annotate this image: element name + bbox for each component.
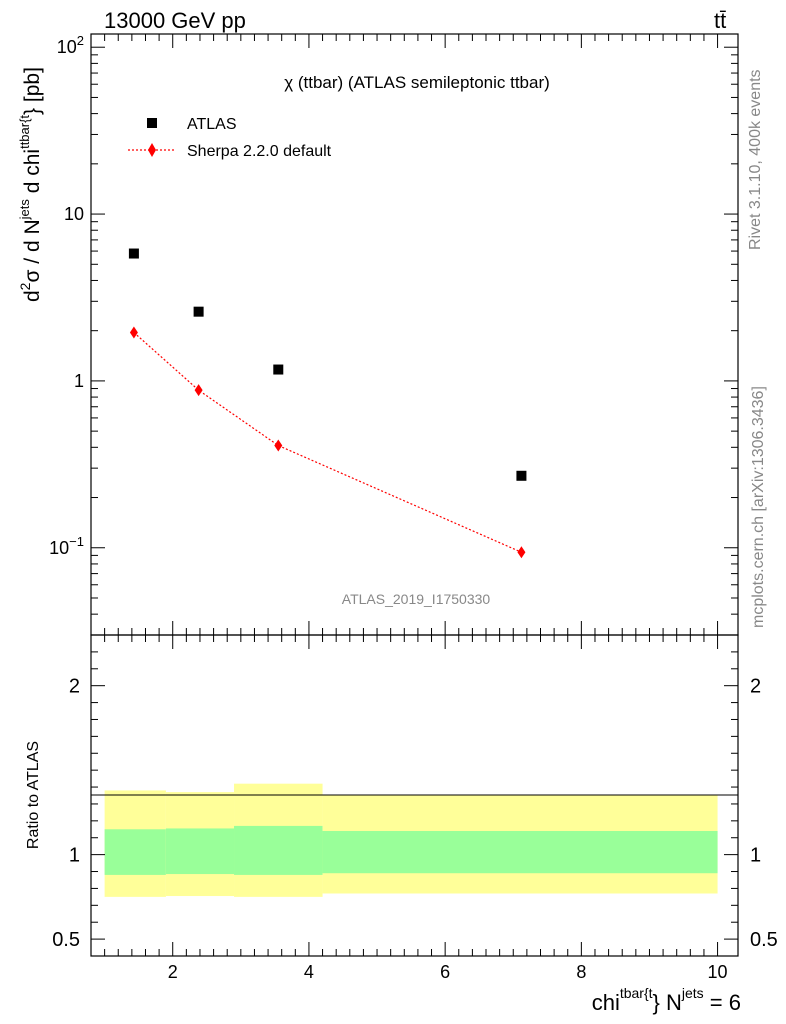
ylabel-part: d bbox=[21, 290, 44, 302]
xlabel-sup: tbar{t bbox=[620, 985, 653, 1001]
inner-band-3 bbox=[322, 830, 718, 874]
sherpa-point bbox=[129, 326, 138, 339]
legend-atlas-label: ATLAS bbox=[187, 116, 237, 133]
legend-sherpa-label: Sherpa 2.2.0 default bbox=[187, 143, 332, 160]
ylabel-sup: 2 bbox=[17, 282, 33, 290]
ylabel-part: } [pb] bbox=[21, 67, 44, 115]
ylabel-sup: jets bbox=[17, 199, 32, 221]
ylabel-part: σ / d N bbox=[21, 219, 44, 282]
rivet-info: Rivet 3.1.10, 400k events bbox=[747, 69, 764, 250]
sherpa-point bbox=[517, 546, 526, 559]
main-y-axis-title: d2σ / d Njets d chittbar{t} [pb] bbox=[17, 67, 44, 302]
xlabel-sup: jets bbox=[681, 985, 704, 1001]
legend-atlas-marker bbox=[147, 118, 157, 128]
atlas-point bbox=[128, 248, 139, 259]
legend-sherpa-marker bbox=[148, 143, 156, 157]
ratio-axis-ticks bbox=[91, 634, 738, 957]
ratio-y-tick-label-right: 0.5 bbox=[750, 929, 778, 951]
ratio-uncertainty-bands bbox=[104, 783, 718, 897]
y-tick-label: 1 bbox=[74, 371, 84, 391]
main-y-tick-labels: 10−1 1 10 102 bbox=[49, 33, 84, 558]
sherpa-point bbox=[194, 384, 203, 397]
x-tick-label: 10 bbox=[708, 962, 728, 982]
legend: ATLAS Sherpa 2.2.0 default bbox=[128, 116, 332, 160]
ratio-plot-panel: 0.5 0.5 1 1 2 2 2 4 6 8 10 Ratio to ATLAS chitbar… bbox=[25, 634, 778, 1015]
y-tick-label: 10−1 bbox=[49, 534, 84, 558]
source-info: mcplots.cern.ch [arXiv:1306.3436] bbox=[750, 386, 767, 628]
ratio-y-tick-labels: 0.5 0.5 1 1 2 2 bbox=[52, 676, 778, 951]
y-tick-label: 102 bbox=[57, 33, 84, 57]
ylabel-sup: ttbar{t bbox=[17, 115, 32, 149]
atlas-point bbox=[193, 306, 204, 317]
x-tick-label: 8 bbox=[576, 962, 586, 982]
x-axis-title: chitbar{t} Njets = 6 bbox=[592, 985, 741, 1015]
atlas-point bbox=[273, 364, 284, 375]
atlas-point bbox=[516, 470, 527, 481]
sherpa-point bbox=[274, 439, 283, 452]
chart-title: χ (ttbar) (ATLAS semileptonic ttbar) bbox=[284, 73, 550, 92]
ylabel-part: d chi bbox=[21, 149, 44, 199]
process-label: tt̄ bbox=[714, 8, 726, 33]
ratio-y-axis-title: Ratio to ATLAS bbox=[25, 741, 42, 849]
ratio-y-tick-label-left: 0.5 bbox=[52, 929, 80, 951]
ratio-y-tick-label-right: 1 bbox=[750, 845, 761, 867]
energy-label: 13000 GeV pp bbox=[104, 8, 246, 33]
inner-band-0 bbox=[104, 829, 166, 875]
xlabel-part: = 6 bbox=[704, 990, 741, 1015]
x-tick-labels: 2 4 6 8 10 bbox=[168, 962, 728, 982]
y-tick-label: 10 bbox=[64, 204, 84, 224]
inner-band-1 bbox=[165, 828, 235, 875]
main-axis-ticks bbox=[91, 34, 738, 636]
analysis-watermark: ATLAS_2019_I1750330 bbox=[342, 591, 491, 607]
xlabel-part: chi bbox=[592, 990, 620, 1015]
inner-band-2 bbox=[234, 825, 323, 875]
sherpa-line bbox=[133, 332, 522, 553]
ratio-y-tick-label-left: 1 bbox=[69, 845, 80, 867]
x-tick-label: 4 bbox=[304, 962, 314, 982]
x-tick-label: 2 bbox=[168, 962, 178, 982]
ratio-y-tick-label-left: 2 bbox=[69, 676, 80, 698]
ratio-y-tick-label-right: 2 bbox=[750, 676, 761, 698]
main-plot-panel: 10−1 1 10 102 χ (ttbar) (ATLAS semileptonic… bbox=[17, 33, 739, 636]
main-data-layer bbox=[128, 248, 527, 559]
x-tick-label: 6 bbox=[440, 962, 450, 982]
xlabel-part: } N bbox=[653, 990, 682, 1015]
